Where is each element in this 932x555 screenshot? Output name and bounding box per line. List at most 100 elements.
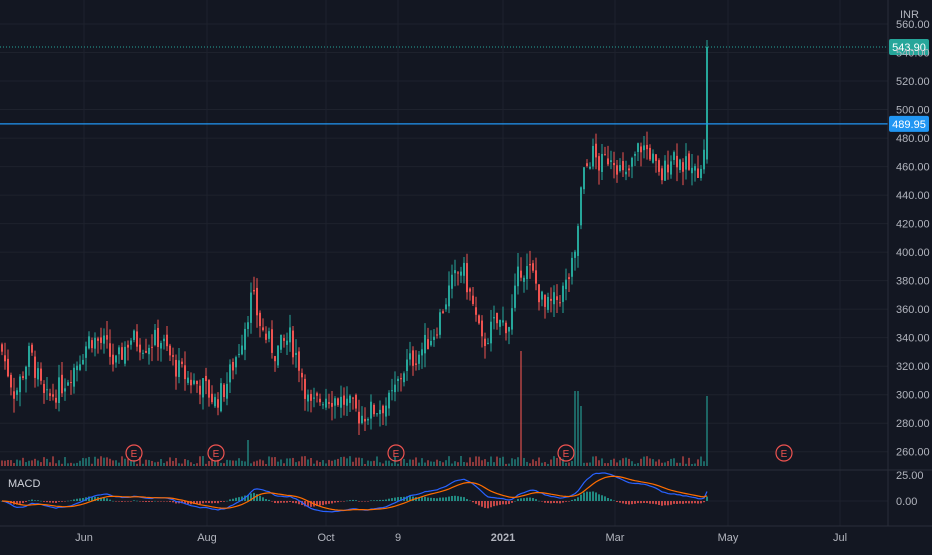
- candle-body[interactable]: [112, 354, 114, 365]
- candle-body[interactable]: [256, 287, 258, 316]
- candle-body[interactable]: [196, 380, 198, 385]
- candle-body[interactable]: [70, 382, 72, 384]
- candle-body[interactable]: [577, 226, 579, 256]
- candle-body[interactable]: [616, 165, 618, 175]
- candle-body[interactable]: [79, 364, 81, 370]
- candle-body[interactable]: [331, 402, 333, 407]
- candle-body[interactable]: [538, 284, 540, 303]
- candle-body[interactable]: [625, 171, 627, 175]
- candle-body[interactable]: [499, 319, 501, 327]
- candle-body[interactable]: [595, 143, 597, 158]
- candle-body[interactable]: [508, 327, 510, 332]
- candle-body[interactable]: [61, 374, 63, 394]
- candle-body[interactable]: [52, 394, 54, 397]
- candle-body[interactable]: [16, 390, 18, 395]
- candle-body[interactable]: [220, 383, 222, 412]
- candle-body[interactable]: [250, 292, 252, 323]
- candle-body[interactable]: [253, 289, 255, 292]
- candle-body[interactable]: [73, 367, 75, 387]
- candle-body[interactable]: [10, 374, 12, 388]
- candle-body[interactable]: [169, 345, 171, 356]
- candle-body[interactable]: [469, 288, 471, 292]
- candle-body[interactable]: [430, 340, 432, 346]
- candle-body[interactable]: [55, 397, 57, 403]
- candle-body[interactable]: [217, 399, 219, 408]
- candle-body[interactable]: [280, 334, 282, 350]
- candle-body[interactable]: [343, 395, 345, 405]
- candle-body[interactable]: [649, 147, 651, 160]
- candle-body[interactable]: [142, 352, 144, 354]
- candle-body[interactable]: [226, 383, 228, 399]
- candle-body[interactable]: [451, 274, 453, 289]
- candle-body[interactable]: [463, 262, 465, 276]
- candle-body[interactable]: [103, 335, 105, 344]
- candle-body[interactable]: [223, 384, 225, 398]
- candle-body[interactable]: [376, 413, 378, 415]
- candle-body[interactable]: [67, 382, 69, 386]
- candle-body[interactable]: [244, 328, 246, 350]
- candle-body[interactable]: [511, 308, 513, 330]
- candle-body[interactable]: [460, 271, 462, 276]
- candle-body[interactable]: [703, 149, 705, 170]
- candle-body[interactable]: [274, 356, 276, 362]
- candle-body[interactable]: [700, 168, 702, 179]
- candle-body[interactable]: [697, 168, 699, 178]
- candle-body[interactable]: [559, 302, 561, 304]
- candle-body[interactable]: [682, 162, 684, 172]
- candle-body[interactable]: [286, 340, 288, 345]
- candle-body[interactable]: [634, 153, 636, 156]
- candle-body[interactable]: [130, 340, 132, 345]
- candle-body[interactable]: [157, 327, 159, 347]
- candle-body[interactable]: [622, 161, 624, 171]
- candle-body[interactable]: [496, 312, 498, 324]
- candle-body[interactable]: [190, 379, 192, 386]
- candle-body[interactable]: [97, 338, 99, 341]
- candle-body[interactable]: [238, 353, 240, 355]
- candle-body[interactable]: [445, 304, 447, 310]
- candle-body[interactable]: [76, 365, 78, 371]
- candle-body[interactable]: [241, 345, 243, 355]
- candle-body[interactable]: [517, 266, 519, 287]
- candle-body[interactable]: [490, 321, 492, 344]
- candle-body[interactable]: [409, 353, 411, 360]
- candle-body[interactable]: [202, 378, 204, 398]
- candle-body[interactable]: [370, 401, 372, 419]
- candle-body[interactable]: [640, 146, 642, 153]
- candle-body[interactable]: [355, 394, 357, 409]
- candle-body[interactable]: [652, 153, 654, 163]
- candle-body[interactable]: [28, 346, 30, 367]
- candle-body[interactable]: [208, 380, 210, 398]
- candle-body[interactable]: [373, 404, 375, 415]
- candle-body[interactable]: [40, 368, 42, 381]
- candle-body[interactable]: [136, 331, 138, 347]
- candle-body[interactable]: [316, 393, 318, 396]
- candle-body[interactable]: [694, 166, 696, 171]
- candle-body[interactable]: [166, 334, 168, 347]
- candle-body[interactable]: [592, 145, 594, 167]
- candle-body[interactable]: [571, 257, 573, 277]
- candle-body[interactable]: [457, 272, 459, 274]
- candle-body[interactable]: [160, 342, 162, 349]
- candle-body[interactable]: [22, 376, 24, 378]
- candle-body[interactable]: [598, 156, 600, 171]
- earnings-marker-icon[interactable]: [125, 444, 143, 462]
- candle-body[interactable]: [1, 344, 3, 352]
- candle-body[interactable]: [550, 298, 552, 301]
- candle-body[interactable]: [568, 277, 570, 280]
- candle-body[interactable]: [385, 405, 387, 417]
- candle-body[interactable]: [7, 358, 9, 377]
- candle-body[interactable]: [427, 339, 429, 350]
- candle-body[interactable]: [121, 347, 123, 360]
- candle-body[interactable]: [658, 160, 660, 172]
- candle-body[interactable]: [436, 334, 438, 336]
- candle-body[interactable]: [259, 312, 261, 327]
- candle-body[interactable]: [64, 388, 66, 392]
- candle-body[interactable]: [532, 263, 534, 271]
- candle-body[interactable]: [607, 158, 609, 165]
- candle-body[interactable]: [199, 385, 201, 395]
- candle-body[interactable]: [706, 46, 708, 160]
- candle-body[interactable]: [34, 356, 36, 378]
- candle-body[interactable]: [448, 285, 450, 307]
- candle-body[interactable]: [187, 377, 189, 383]
